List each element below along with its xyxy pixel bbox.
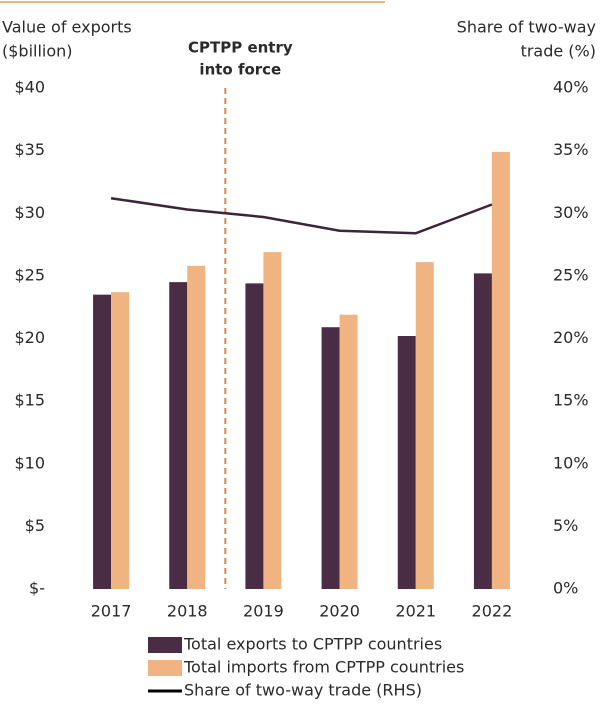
y-tick-label: $10 [14,453,45,472]
bar [245,283,264,589]
bar [263,252,282,589]
annotation: into force [199,61,281,79]
y2-axis-title: Share of two-way [457,18,596,37]
bar [491,151,510,589]
y2-tick-label: 25% [553,265,589,284]
y-tick-label: $40 [14,78,45,97]
bar [397,335,416,589]
legend-label: Total exports to CPTPP countries [183,635,442,654]
bar [321,327,340,589]
bar [111,292,130,589]
x-tick-label: 2021 [395,602,436,621]
y2-tick-label: 10% [553,453,589,472]
y-tick-label: $25 [14,265,45,284]
y-tick-label: $- [29,579,45,598]
y2-tick-label: 35% [553,140,589,159]
x-tick-label: 2020 [319,602,360,621]
bar [187,265,206,589]
y-axis-title: ($billion) [2,42,73,61]
x-tick-label: 2022 [472,602,513,621]
y-tick-label: $35 [14,140,45,159]
y-tick-label: $30 [14,203,45,222]
legend-swatch [148,660,182,676]
y2-tick-label: 30% [553,203,589,222]
legend-swatch [148,637,182,653]
y2-tick-label: 5% [553,516,578,535]
y2-tick-label: 15% [553,391,589,410]
y2-axis-title: trade (%) [521,42,596,61]
x-tick-label: 2017 [91,602,132,621]
y2-tick-label: 0% [553,579,578,598]
bar [169,282,188,589]
y-tick-label: $20 [14,328,45,347]
bar [339,314,358,589]
x-tick-label: 2019 [243,602,284,621]
y-axis-title: Value of exports [2,18,132,37]
y2-tick-label: 40% [553,78,589,97]
legend-label: Share of two-way trade (RHS) [184,681,422,700]
y-tick-label: $15 [14,391,45,410]
y-tick-label: $5 [25,516,45,535]
annotation: CPTPP entry [188,39,293,57]
bar [473,273,492,589]
bar [415,262,434,589]
legend-label: Total imports from CPTPP countries [183,658,464,677]
x-tick-label: 2018 [167,602,208,621]
y2-tick-label: 20% [553,328,589,347]
line-series [110,196,493,235]
bar [93,294,112,589]
